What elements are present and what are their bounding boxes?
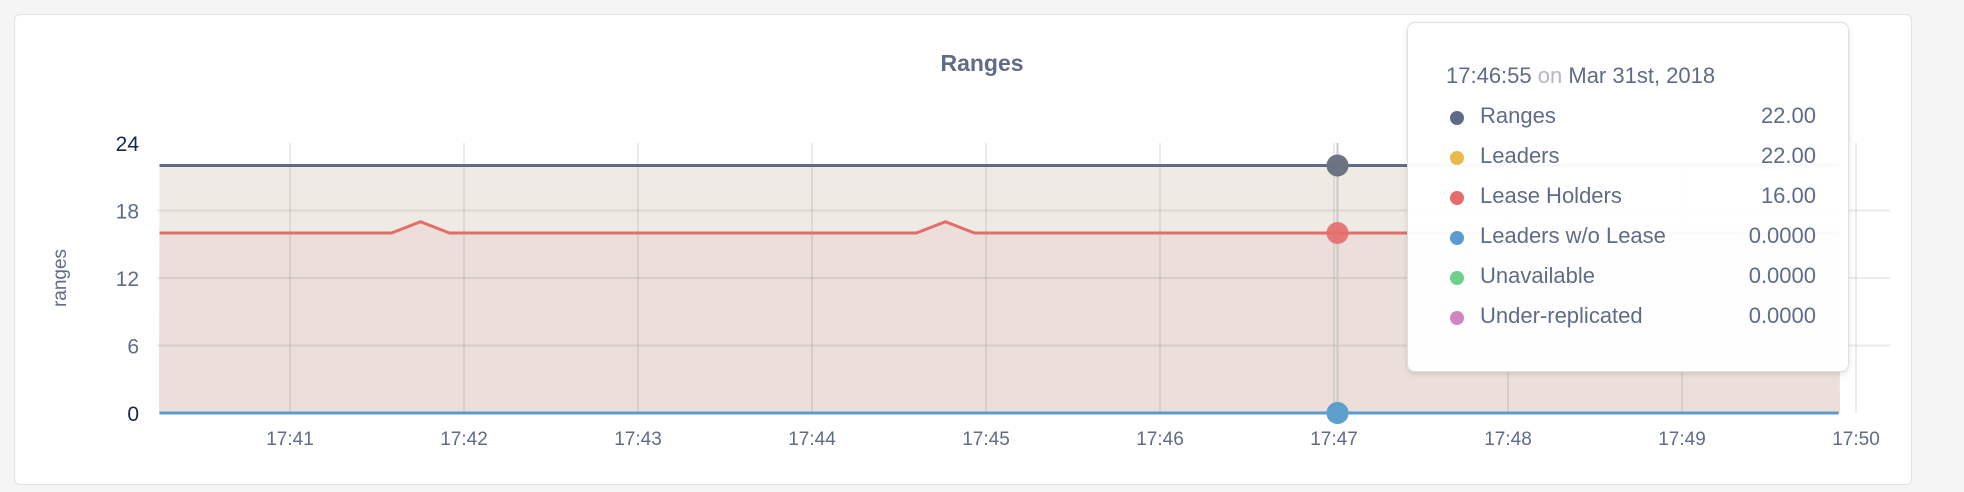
tooltip-row: Leaders 22.00 [1446,143,1816,173]
series-color-dot-icon [1450,271,1464,285]
tooltip-row: Under-replicated 0.0000 [1446,303,1816,333]
tooltip-date: Mar 31st, 2018 [1568,63,1716,88]
y-tick-label: 0 [127,403,139,426]
tooltip-series-label: Leaders w/o Lease [1480,223,1666,248]
hover-point-ranges [1326,154,1349,177]
y-tick-label: 18 [116,201,139,224]
tooltip-row: Lease Holders 16.00 [1446,183,1816,213]
x-tick-label: 17:42 [440,429,488,450]
tooltip-row: Ranges 22.00 [1446,103,1816,133]
series-color-dot-icon [1450,191,1464,205]
tooltip-timestamp: 17:46:55 on Mar 31st, 2018 [1446,63,1715,89]
tooltip-series-label: Under-replicated [1480,303,1643,328]
tooltip-series-label: Leaders [1480,143,1560,168]
x-tick-label: 17:46 [1136,429,1184,450]
series-color-dot-icon [1450,231,1464,245]
series-color-dot-icon [1450,111,1464,125]
y-tick-label: 6 [127,336,139,359]
tooltip-series-value: 22.00 [1760,143,1816,168]
hover-tooltip: 17:46:55 on Mar 31st, 2018 Ranges 22.00 … [1407,22,1849,372]
tooltip-series-value: 0.0000 [1748,303,1816,328]
tooltip-series-value: 22.00 [1760,103,1816,128]
y-tick-label: 24 [116,133,140,156]
tooltip-series-label: Ranges [1480,103,1556,128]
tooltip-row: Unavailable 0.0000 [1446,263,1816,293]
x-tick-label: 17:41 [266,429,314,450]
tooltip-series-label: Unavailable [1480,263,1595,288]
x-tick-label: 17:44 [788,429,836,450]
x-tick-label: 17:47 [1310,429,1358,450]
tooltip-series-label: Lease Holders [1480,183,1622,208]
tooltip-on: on [1537,63,1563,88]
tooltip-series-value: 0.0000 [1748,223,1816,248]
chart-title: Ranges [940,50,1024,76]
tooltip-time: 17:46:55 [1446,63,1532,88]
x-tick-label: 17:49 [1658,429,1706,450]
x-tick-label: 17:43 [614,429,662,450]
tooltip-series-value: 0.0000 [1748,263,1816,288]
x-tick-label: 17:48 [1484,429,1532,450]
hover-point-lease-holders [1326,222,1349,244]
y-tick-label: 12 [116,268,139,291]
tooltip-row: Leaders w/o Lease 0.0000 [1446,223,1816,253]
x-tick-label: 17:50 [1832,429,1880,450]
hover-point-leaders-w-o-lease [1326,402,1349,424]
series-color-dot-icon [1450,311,1464,325]
series-color-dot-icon [1450,151,1464,165]
y-axis-label: ranges [50,249,71,307]
series-line-lease-holders [159,220,1839,235]
x-tick-label: 17:45 [962,429,1010,450]
tooltip-series-value: 16.00 [1760,183,1816,208]
